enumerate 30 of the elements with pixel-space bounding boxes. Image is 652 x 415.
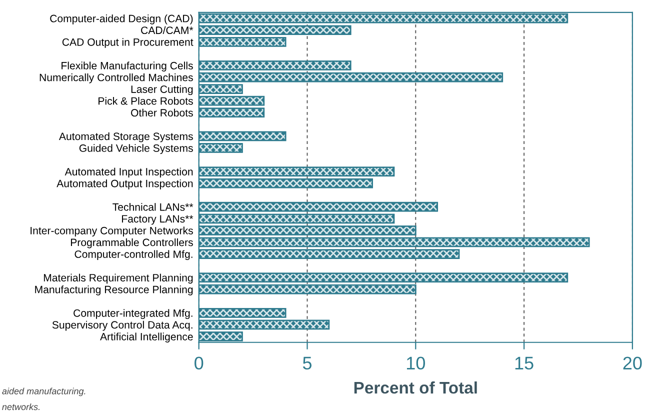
- x-tick-label: 5: [302, 356, 312, 370]
- y-tick-label: Artificial Intelligence: [100, 332, 193, 342]
- y-tick-label: Technical LANs**: [112, 203, 194, 211]
- y-tick-label: Computer-controlled Mfg.: [74, 250, 192, 260]
- y-tick-label: Numerically Controlled Machines: [40, 73, 193, 84]
- y-tick-label: Guided Vehicle Systems: [79, 144, 193, 154]
- x-axis-title: Percent of Total: [354, 381, 477, 394]
- x-tick-label: 20: [623, 356, 642, 370]
- text: networks.: [2, 403, 40, 410]
- x-tick-label: 0: [194, 356, 204, 370]
- y-tick-label: Supervisory Control Data Acq.: [52, 320, 192, 331]
- y-tick-label: Programmable Controllers: [70, 238, 193, 248]
- y-tick-label: Laser Cutting: [131, 85, 193, 96]
- y-tick-label: Automated Output Inspection: [56, 179, 193, 190]
- y-tick-label: Computer-aided Design (CAD): [50, 14, 193, 24]
- y-tick-label: Automated Storage Systems: [58, 132, 193, 142]
- y-tick-label: Materials Requirement Planning: [44, 274, 193, 284]
- y-tick-label: Other Robots: [131, 108, 193, 117]
- y-tick-label: Factory LANs**: [122, 215, 194, 225]
- y-tick-label: Manufacturing Resource Planning: [35, 286, 193, 296]
- x-tick-label: 15: [515, 356, 534, 370]
- y-tick-label: Inter-company Computer Networks: [30, 226, 193, 236]
- y-tick-label: Flexible Manufacturing Cells: [62, 62, 193, 72]
- y-tick-label: Computer-integrated Mfg.: [74, 309, 192, 319]
- y-tick-label: CAD/CAM*: [141, 26, 194, 34]
- text: aided manufacturing.: [2, 388, 86, 396]
- y-tick-label: Pick & Place Robots: [98, 97, 193, 105]
- y-tick-label: Automated Input Inspection: [64, 168, 193, 178]
- x-tick-label: 10: [406, 356, 425, 370]
- y-tick-label: CAD Output in Procurement: [62, 38, 194, 48]
